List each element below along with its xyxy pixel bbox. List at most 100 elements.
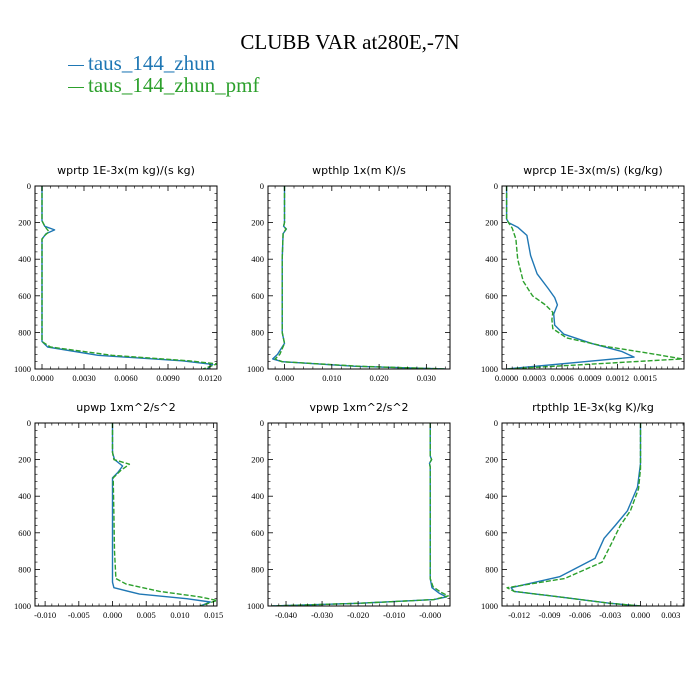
y-tick-label: 200 <box>485 218 498 228</box>
x-tick-label: 0.0015 <box>634 373 657 383</box>
x-tick-label: 0.005 <box>137 610 156 620</box>
y-tick-label: 400 <box>18 254 31 264</box>
x-tick-label: 0.0060 <box>114 373 137 383</box>
x-tick-label: -0.003 <box>599 610 621 620</box>
y-tick-label: 200 <box>251 455 264 465</box>
series-line-1 <box>111 423 217 606</box>
x-tick-label: -0.000 <box>419 610 441 620</box>
y-tick-label: 600 <box>18 528 31 538</box>
x-tick-label: 0.0009 <box>578 373 601 383</box>
x-tick-label: -0.012 <box>508 610 530 620</box>
figure-title: CLUBB VAR at280E,-7N <box>240 30 460 54</box>
x-tick-label: -0.010 <box>34 610 56 620</box>
legend-line-icon <box>68 64 84 66</box>
y-tick-label: 0 <box>27 181 31 191</box>
y-tick-label: 400 <box>251 491 264 501</box>
y-tick-label: 1000 <box>14 364 31 374</box>
y-tick-label: 600 <box>18 291 31 301</box>
y-tick-label: 600 <box>485 291 498 301</box>
x-tick-label: -0.005 <box>68 610 90 620</box>
y-tick-label: 800 <box>18 327 31 337</box>
y-tick-label: 800 <box>485 564 498 574</box>
y-tick-label: 0 <box>494 181 498 191</box>
y-tick-label: 600 <box>485 528 498 538</box>
y-tick-label: 400 <box>485 491 498 501</box>
panel-title: wprtp 1E-3x(m kg)/(s kg) <box>57 164 195 177</box>
x-tick-label: -0.006 <box>569 610 591 620</box>
x-tick-label: 0.0030 <box>72 373 95 383</box>
legend-entry-0: taus_144_zhun <box>68 52 259 74</box>
y-tick-label: 0 <box>260 181 264 191</box>
x-tick-label: 0.010 <box>170 610 189 620</box>
x-tick-label: 0.0000 <box>495 373 518 383</box>
y-tick-label: 1000 <box>247 364 264 374</box>
x-tick-label: 0.0120 <box>198 373 221 383</box>
y-tick-label: 1000 <box>14 601 31 611</box>
x-tick-label: 0.010 <box>322 373 341 383</box>
panel-title: rtpthlp 1E-3x(kg K)/kg <box>532 401 654 414</box>
panel-title: upwp 1xm^2/s^2 <box>76 401 176 414</box>
x-tick-label: 0.0090 <box>156 373 179 383</box>
y-tick-label: 800 <box>18 564 31 574</box>
y-tick-label: 600 <box>251 291 264 301</box>
y-tick-label: 400 <box>18 491 31 501</box>
y-tick-label: 0 <box>494 418 498 428</box>
y-tick-label: 800 <box>251 327 264 337</box>
panel-frame <box>267 422 451 607</box>
panel-title: wprcp 1E-3x(m/s) (kg/kg) <box>523 164 662 177</box>
legend-line-icon <box>68 86 84 88</box>
y-tick-label: 400 <box>485 254 498 264</box>
panel-frame <box>501 185 685 370</box>
y-tick-label: 600 <box>251 528 264 538</box>
panel-frame <box>34 185 218 370</box>
x-tick-label: 0.0000 <box>30 373 53 383</box>
panel-frame <box>267 185 451 370</box>
x-tick-label: -0.009 <box>539 610 561 620</box>
legend-entry-1: taus_144_zhun_pmf <box>68 74 259 96</box>
x-tick-label: 0.000 <box>103 610 122 620</box>
panel-frame <box>501 422 685 607</box>
x-tick-label: 0.015 <box>204 610 223 620</box>
x-tick-label: 0.003 <box>661 610 680 620</box>
series-line-0 <box>111 423 212 606</box>
series-line-1 <box>506 423 642 606</box>
y-tick-label: 1000 <box>247 601 264 611</box>
series-line-0 <box>271 423 448 606</box>
y-tick-label: 1000 <box>481 364 498 374</box>
series-line-1 <box>274 186 446 369</box>
series-line-1 <box>271 423 449 606</box>
y-tick-label: 400 <box>251 254 264 264</box>
x-tick-label: 0.000 <box>275 373 294 383</box>
y-tick-label: 200 <box>18 455 31 465</box>
y-tick-label: 800 <box>251 564 264 574</box>
y-tick-label: 200 <box>18 218 31 228</box>
x-tick-label: -0.040 <box>275 610 297 620</box>
x-tick-label: 0.0006 <box>550 373 573 383</box>
x-tick-label: 0.000 <box>631 610 650 620</box>
legend-label: taus_144_zhun <box>88 51 216 75</box>
x-tick-label: -0.030 <box>311 610 333 620</box>
panel-title: vpwp 1xm^2/s^2 <box>309 401 408 414</box>
x-tick-label: 0.030 <box>417 373 436 383</box>
x-tick-label: 0.0003 <box>523 373 546 383</box>
legend: taus_144_zhun taus_144_zhun_pmf <box>68 52 259 96</box>
panel-frame <box>34 422 218 607</box>
series-line-0 <box>510 423 642 606</box>
x-tick-label: 0.020 <box>370 373 389 383</box>
x-tick-label: 0.0012 <box>606 373 629 383</box>
y-tick-label: 200 <box>485 455 498 465</box>
series-line-0 <box>41 186 214 369</box>
x-tick-label: -0.010 <box>383 610 405 620</box>
legend-label: taus_144_zhun_pmf <box>88 73 260 97</box>
y-tick-label: 0 <box>27 418 31 428</box>
series-line-0 <box>505 186 635 369</box>
series-line-0 <box>272 186 446 369</box>
x-tick-label: -0.020 <box>347 610 369 620</box>
y-tick-label: 200 <box>251 218 264 228</box>
y-tick-label: 1000 <box>481 601 498 611</box>
series-line-1 <box>41 186 217 369</box>
y-tick-label: 0 <box>260 418 264 428</box>
y-tick-label: 800 <box>485 327 498 337</box>
series-line-1 <box>505 186 683 369</box>
